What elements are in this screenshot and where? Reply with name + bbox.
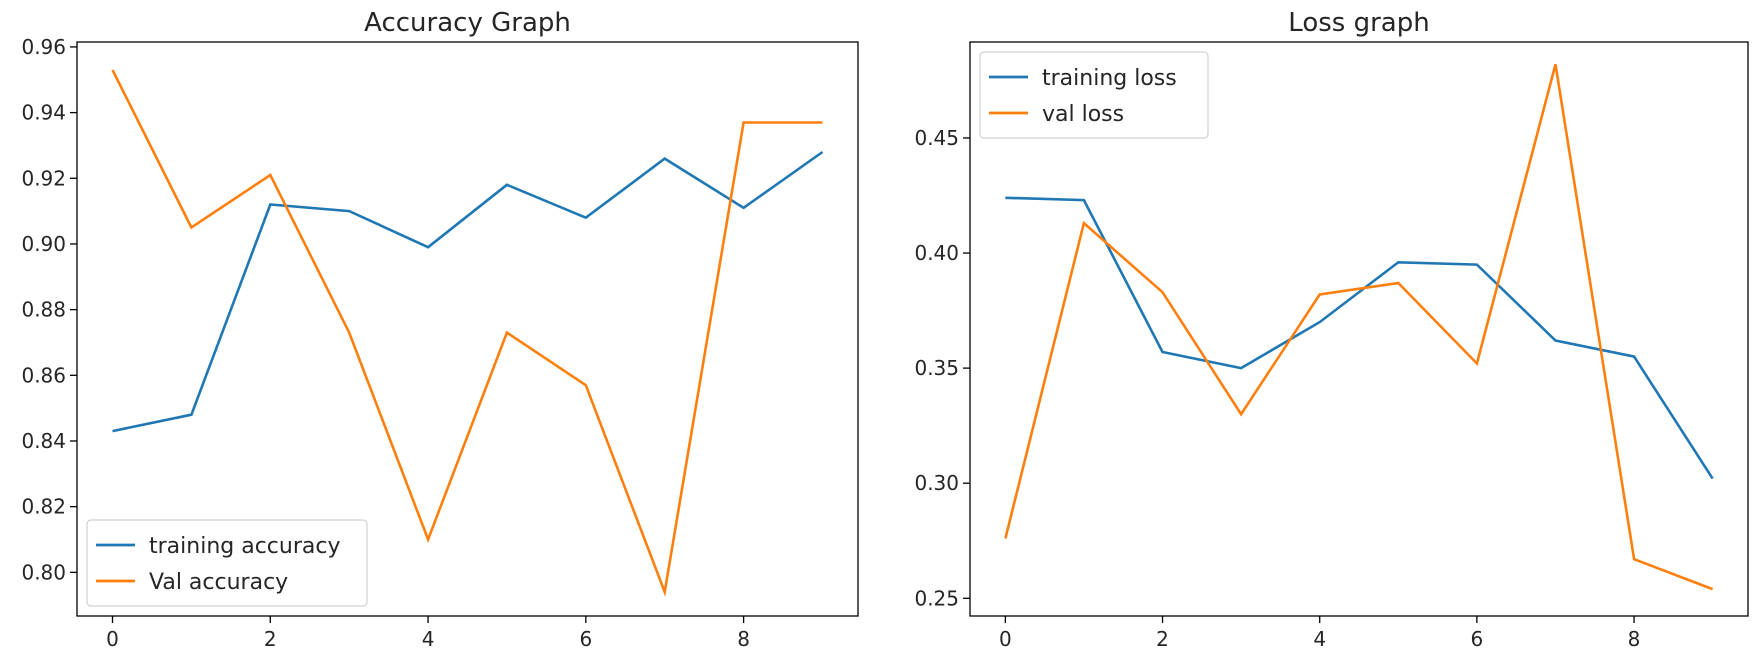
legend-label: training accuracy <box>149 534 340 559</box>
y-tick-label: 0.92 <box>21 166 66 190</box>
y-tick-label: 0.80 <box>21 560 66 584</box>
y-tick-label: 0.84 <box>21 429 66 453</box>
legend-label: Val accuracy <box>149 570 288 595</box>
x-tick-label: 4 <box>1313 627 1326 651</box>
y-tick-label: 0.40 <box>914 241 959 265</box>
y-tick-label: 0.82 <box>21 495 66 519</box>
x-tick-label: 2 <box>1156 627 1169 651</box>
loss-chart: Loss graph 0.25 0.30 0.35 0.40 0.45 0 2 4 6 8 train… <box>914 8 1749 651</box>
chart-title: Loss graph <box>1288 8 1429 38</box>
y-tick-label: 0.96 <box>21 35 66 59</box>
x-tick-label: 8 <box>737 627 750 651</box>
legend: training accuracy Val accuracy <box>86 519 368 607</box>
x-tick-label: 0 <box>999 627 1012 651</box>
series-line-training-accuracy <box>112 150 824 433</box>
x-tick-label: 2 <box>264 627 277 651</box>
y-tick-label: 0.88 <box>21 298 66 322</box>
axes-frame <box>969 41 1749 617</box>
y-tick-label: 0.35 <box>914 356 959 380</box>
series-line-training-loss <box>1005 196 1714 480</box>
axes-frame <box>76 41 859 617</box>
legend-frame <box>86 519 368 607</box>
x-tick-label: 4 <box>422 627 435 651</box>
legend-frame <box>979 51 1209 139</box>
legend-label: training loss <box>1042 66 1177 91</box>
accuracy-chart: Accuracy Graph 0.80 0.82 0.84 0.86 0.88 0.90 0.… <box>21 8 859 651</box>
y-tick-label: 0.25 <box>914 586 959 610</box>
y-tick-label: 0.86 <box>21 363 66 387</box>
y-tick-label: 0.94 <box>21 101 66 125</box>
y-tick-label: 0.90 <box>21 232 66 256</box>
chart-title: Accuracy Graph <box>364 8 571 38</box>
y-tick-label: 0.45 <box>914 126 959 150</box>
legend: training loss val loss <box>979 51 1209 139</box>
series-line-val-loss <box>1004 63 1714 591</box>
x-tick-label: 0 <box>106 627 119 651</box>
series-line-val-accuracy <box>111 69 823 597</box>
x-tick-label: 8 <box>1628 627 1641 651</box>
y-tick-label: 0.30 <box>914 471 959 495</box>
x-tick-label: 6 <box>1471 627 1484 651</box>
x-tick-label: 6 <box>579 627 592 651</box>
legend-label: val loss <box>1042 102 1124 127</box>
